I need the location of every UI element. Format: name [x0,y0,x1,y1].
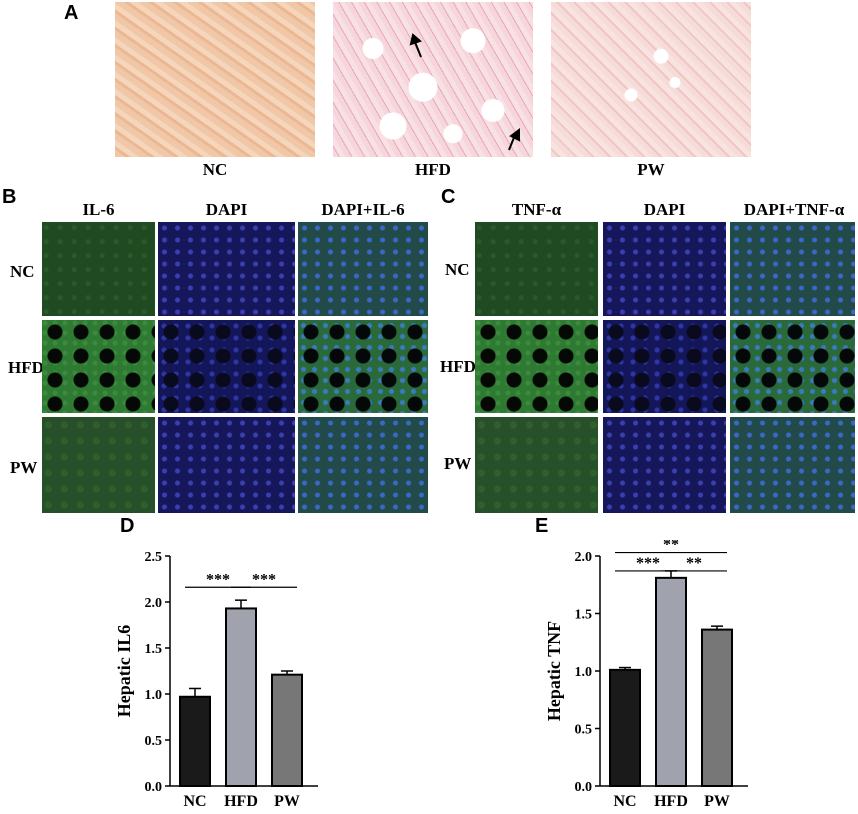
chart-hepatic-il6: 0.0 0.5 1.0 1.5 2.0 2.5 Hepatic IL6 NC HFD PW *** *… [114,550,318,810]
il6-image-nc [42,222,155,316]
arrows-overlay [409,33,520,151]
significance-label: *** [252,571,276,588]
panel-c-row-nc: NC [445,260,470,279]
arrow-head-icon [509,128,520,142]
panel-c-row-pw: PW [444,454,472,473]
panel-b-row-hfd: HFD [8,358,44,377]
dapi-c-image-pw [603,417,726,513]
significance-label: *** [206,571,230,588]
tnf-image-nc [475,222,598,316]
bar-nc [609,668,641,788]
dapi-c-image-hfd [603,320,726,413]
panel-d-letter: D [120,515,135,537]
tnf-image-pw [475,417,598,513]
il6-image-pw [42,417,155,513]
x-tick-label: PW [704,793,730,810]
x-tick-label: NC [183,793,206,810]
merge-c-image-pw [730,417,855,513]
bar-hfd [655,576,687,787]
x-tick-label: HFD [224,793,258,810]
panel-e-letter: E [535,515,549,537]
arrow-icon [414,41,422,58]
y-tick-label: 0.5 [575,723,593,738]
significance-label: *** [636,555,660,572]
panel-a-label-hfd: HFD [415,160,451,179]
y-tick-label: 1.0 [145,688,163,703]
histology-image-nc [115,2,315,157]
y-tick-label: 0.0 [145,780,163,795]
panel-b-row-nc: NC [10,262,35,281]
bar-pw [701,628,733,787]
y-tick-label: 1.0 [575,665,593,680]
bar-hfd [225,607,257,787]
x-tick-label: NC [613,793,636,810]
y-tick-label: 2.0 [145,596,163,611]
dapi-image-pw [158,417,295,513]
panel-b-letter: B [2,186,17,208]
merge-image-pw [298,417,428,513]
panel-b-col-merge: DAPI+IL-6 [321,200,405,219]
panel-b-row-pw: PW [10,458,38,477]
panel-a-letter: A [64,2,79,24]
significance-label: ** [663,540,679,554]
panel-c-col-merge: DAPI+TNF-α [743,200,845,219]
arrow-head-icon [409,33,422,46]
y-tick-label: 2.0 [575,550,593,565]
x-tick-label: HFD [654,793,688,810]
merge-image-hfd [298,320,428,413]
panel-a-label-nc: NC [202,160,228,179]
x-tick-label: PW [274,793,300,810]
y-tick-label: 1.5 [575,608,593,623]
y-tick-label: 1.5 [145,642,163,657]
histology-image-hfd [333,2,533,157]
significance-label: ** [686,555,702,572]
y-tick-label: 2.5 [145,550,163,565]
panel-c-col-tnf: TNF-α [511,200,562,219]
y-axis-label: Hepatic TNF [544,621,564,721]
dapi-c-image-nc [603,222,726,316]
histology-image-pw [551,2,751,157]
il6-image-hfd [42,320,155,413]
merge-c-image-hfd [730,320,855,413]
panel-c-letter: C [441,186,456,208]
merge-c-image-nc [730,222,855,316]
merge-image-nc [298,222,428,316]
dapi-image-nc [158,222,295,316]
tnf-image-hfd [475,320,598,413]
y-tick-label: 0.0 [575,780,593,795]
bar-pw [271,673,303,787]
dapi-image-hfd [158,320,295,413]
y-tick-label: 0.5 [145,734,163,749]
panel-a-label-pw: PW [637,160,665,179]
panel-c-col-dapi: DAPI [643,200,686,219]
panel-c-row-hfd: HFD [440,357,476,376]
y-axis-label: Hepatic IL6 [114,625,134,718]
panel-b-col-dapi: DAPI [205,200,248,219]
panel-b-col-il6: IL-6 [82,200,115,219]
bar-nc [179,695,211,787]
